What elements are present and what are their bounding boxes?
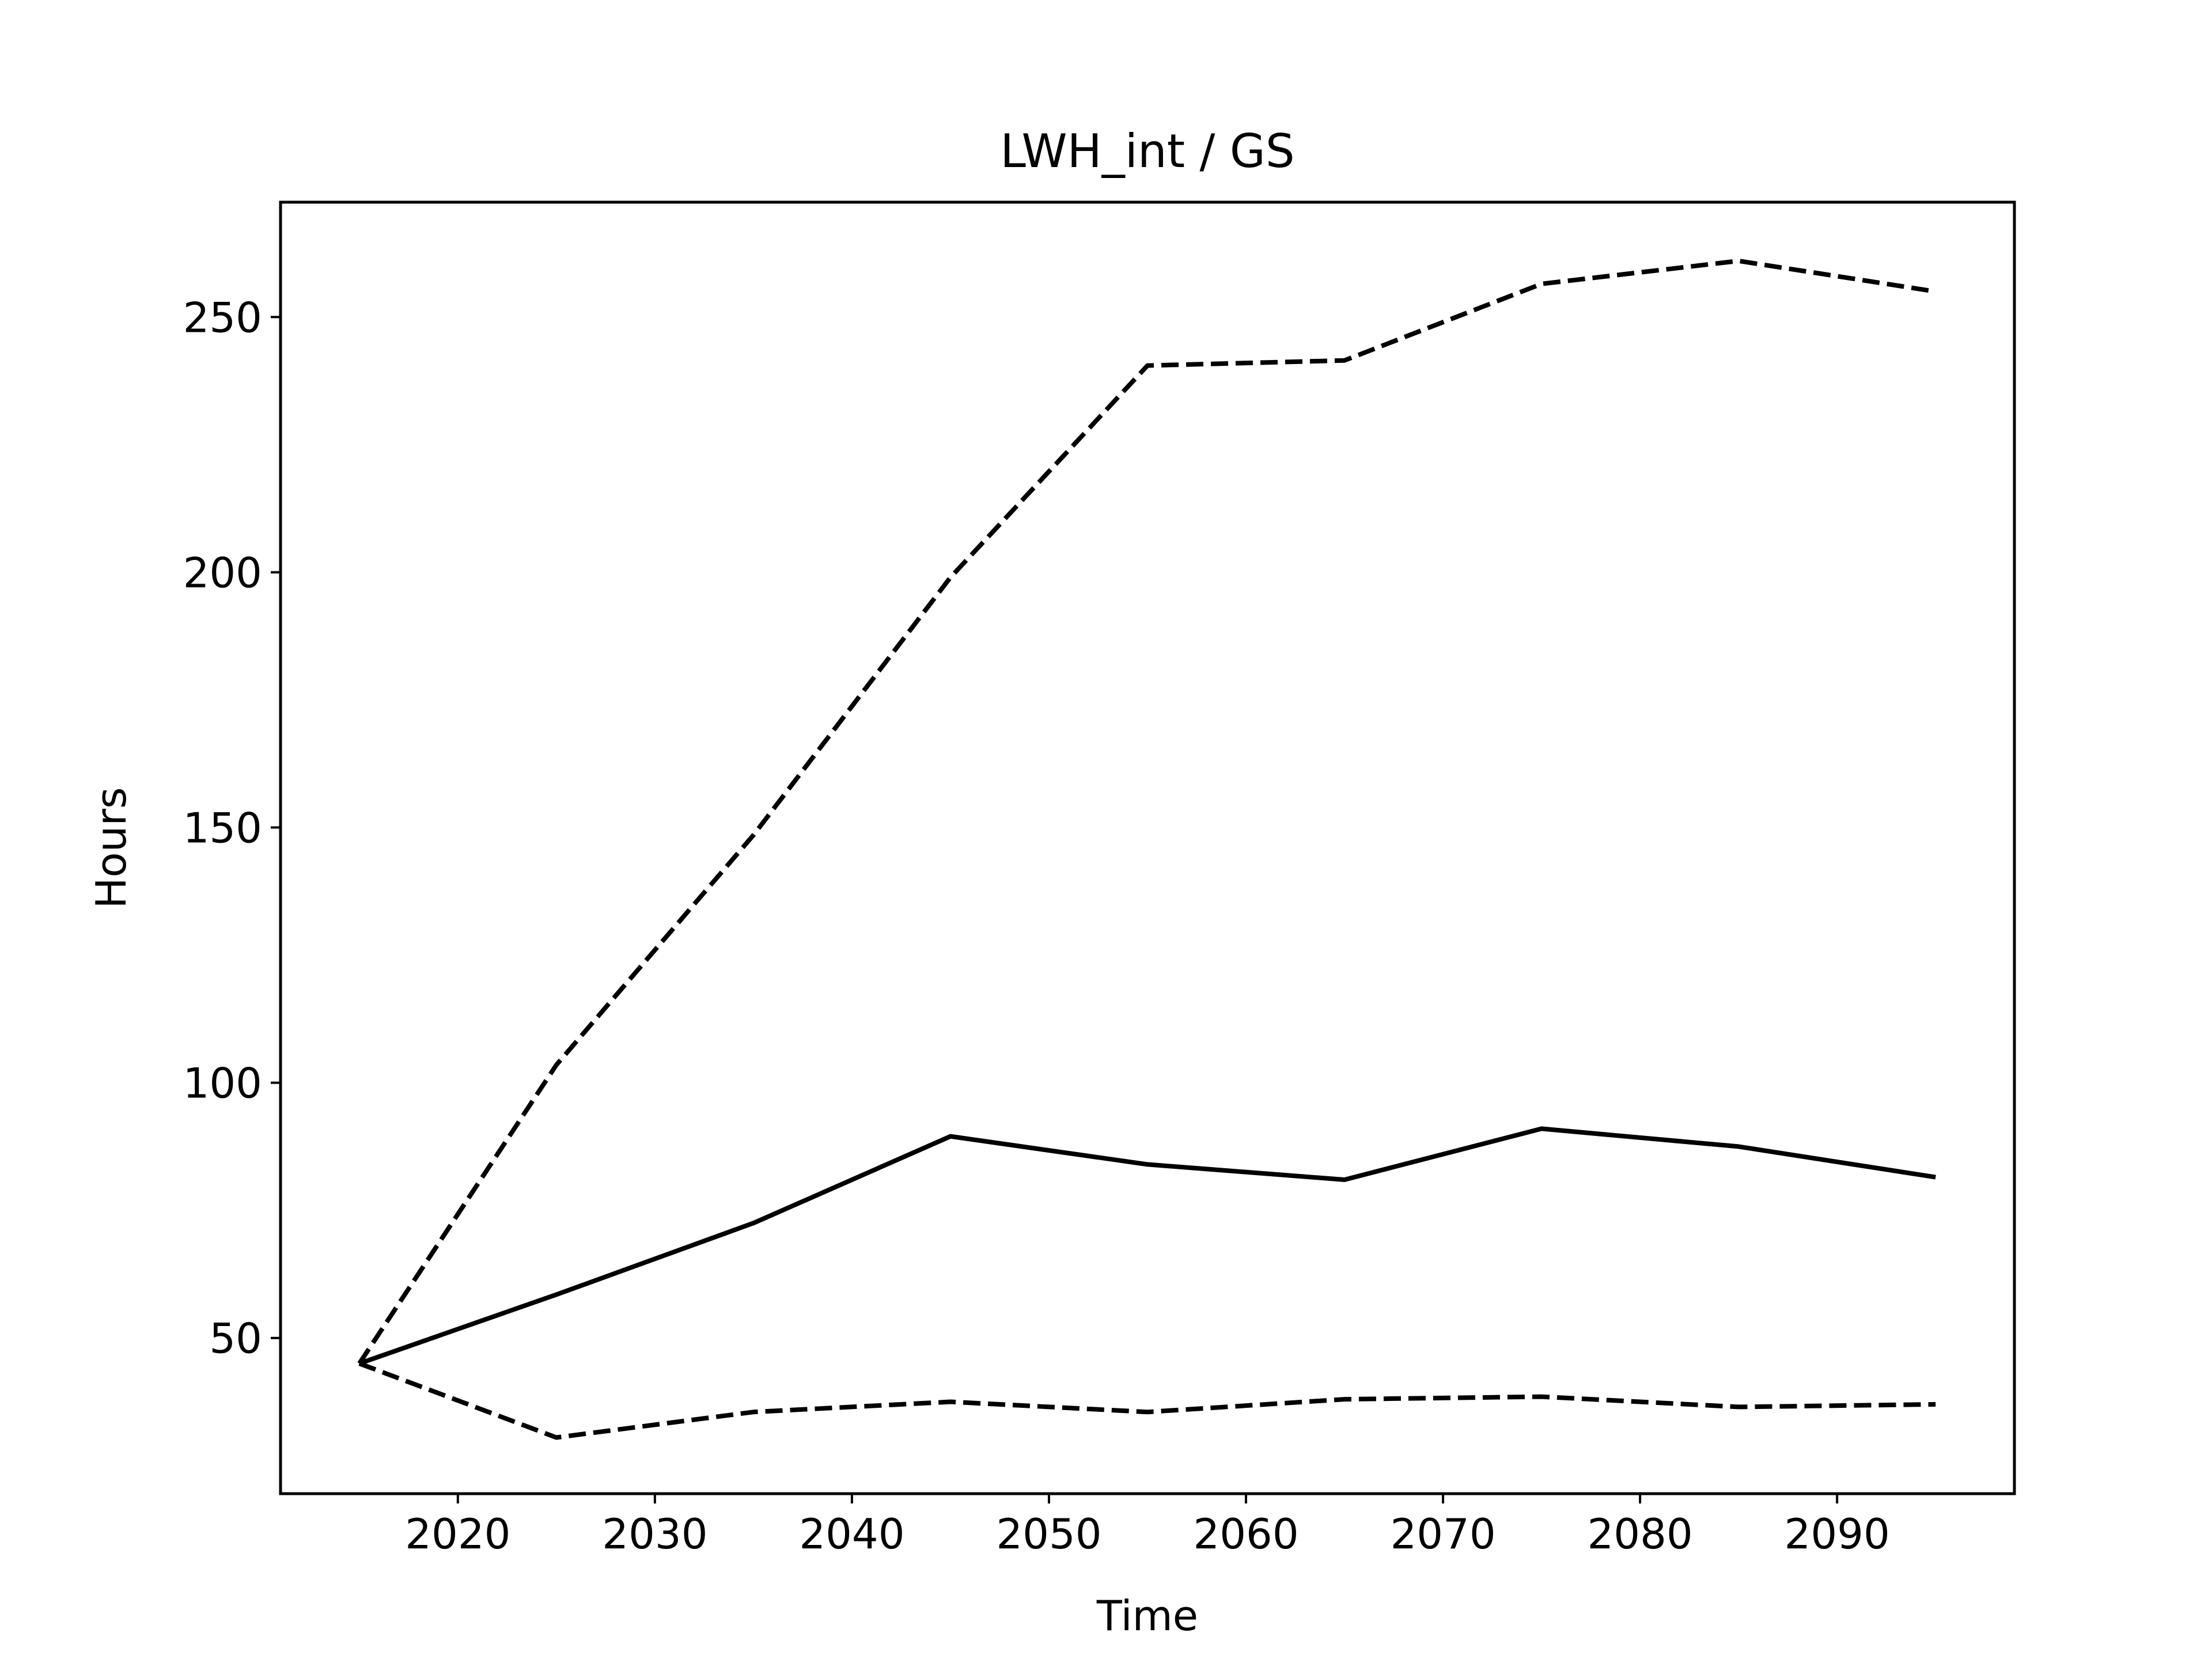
x-tick-label: 2090 xyxy=(1785,1510,1890,1558)
series-line-3 xyxy=(358,1361,1936,1440)
x-tick-label: 2020 xyxy=(405,1510,510,1558)
x-tick-label: 2050 xyxy=(996,1510,1101,1558)
x-tick-label: 2080 xyxy=(1587,1510,1692,1558)
y-tick-label: 250 xyxy=(183,293,262,342)
y-tick-label: 200 xyxy=(183,548,262,597)
series-line-1 xyxy=(357,258,1936,1365)
x-tick-label: 2040 xyxy=(799,1510,904,1558)
x-tick-label: 2070 xyxy=(1390,1510,1495,1558)
x-tick-label: 2060 xyxy=(1193,1510,1298,1558)
y-axis-label: Hours xyxy=(87,787,135,909)
series-layer xyxy=(357,258,1936,1440)
y-tick-label: 150 xyxy=(183,804,262,853)
x-tick-label: 2030 xyxy=(602,1510,707,1558)
y-tick-label: 100 xyxy=(183,1059,262,1108)
plot-frame xyxy=(279,200,2016,1495)
chart-title: LWH_int / GS xyxy=(1000,124,1294,178)
y-axis-ticks: 50 100 150 200 250 xyxy=(183,293,281,1363)
x-axis-label: Time xyxy=(1096,1592,1198,1640)
series-line-2 xyxy=(358,1126,1936,1366)
y-tick-label: 50 xyxy=(209,1315,262,1363)
x-axis-ticks: 2020 2030 2040 2050 2060 2070 2080 2090 xyxy=(405,1494,1890,1558)
